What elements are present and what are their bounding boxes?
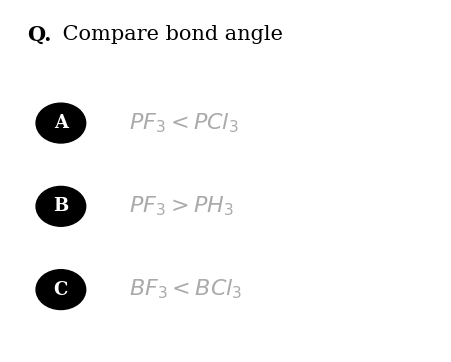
Circle shape: [36, 103, 86, 143]
Text: A: A: [54, 114, 68, 132]
Text: Q.: Q.: [27, 25, 51, 45]
Text: Compare bond angle: Compare bond angle: [56, 25, 283, 44]
Circle shape: [36, 270, 86, 310]
Text: $\mathit{BF}_3 < \mathit{BCl}_3$: $\mathit{BF}_3 < \mathit{BCl}_3$: [129, 278, 242, 302]
Text: C: C: [54, 281, 68, 299]
Circle shape: [36, 186, 86, 226]
Text: B: B: [53, 197, 69, 215]
Text: $\mathit{PF}_3 > \mathit{PH}_3$: $\mathit{PF}_3 > \mathit{PH}_3$: [129, 194, 233, 218]
Text: $\mathit{PF}_3 < \mathit{PCl}_3$: $\mathit{PF}_3 < \mathit{PCl}_3$: [129, 111, 238, 135]
